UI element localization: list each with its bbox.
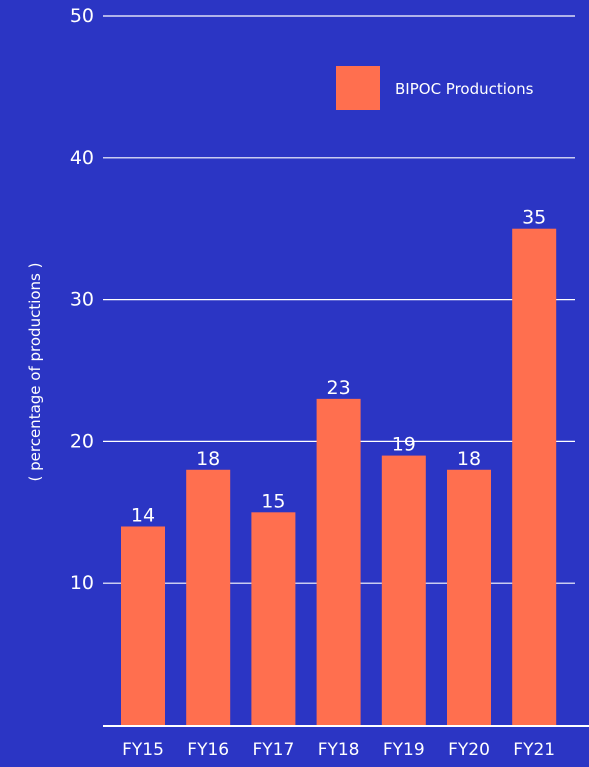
legend: BIPOC Productions	[336, 66, 534, 110]
y-axis-label: ( percentage of productions )	[26, 263, 44, 482]
data-labels: 14 18 15 23 19 18 35	[131, 207, 546, 527]
x-tick-label-fy18: FY18	[318, 740, 360, 760]
bars	[121, 228, 557, 725]
x-tick-label-fy15: FY15	[122, 740, 164, 760]
legend-label-bipoc-productions: BIPOC Productions	[395, 80, 534, 98]
data-label-fy15: 14	[131, 504, 155, 526]
x-axis-ticks: FY15 FY16 FY17 FY18 FY19 FY20 FY21	[122, 740, 555, 760]
y-tick-label-50: 50	[70, 5, 94, 27]
y-axis-ticks: 10 20 30 40 50	[70, 5, 94, 594]
data-label-fy16: 18	[196, 448, 220, 470]
bar-fy15	[121, 526, 165, 725]
bar-fy18	[316, 398, 361, 725]
y-tick-label-30: 30	[70, 289, 94, 311]
bar-fy17	[251, 512, 296, 725]
y-tick-label-40: 40	[70, 147, 94, 169]
y-tick-label-20: 20	[70, 430, 94, 452]
x-tick-label-fy21: FY21	[513, 740, 555, 760]
bar-fy20	[447, 469, 491, 725]
data-label-fy17: 15	[261, 490, 285, 512]
bar-fy16	[186, 469, 231, 725]
x-tick-label-fy20: FY20	[448, 740, 490, 760]
x-tick-label-fy19: FY19	[383, 740, 425, 760]
legend-swatch	[336, 66, 380, 110]
data-label-fy18: 23	[327, 377, 351, 399]
bar-fy19	[381, 455, 426, 725]
x-tick-label-fy16: FY16	[187, 740, 229, 760]
data-label-fy21: 35	[522, 207, 546, 229]
x-tick-label-fy17: FY17	[253, 740, 295, 760]
data-label-fy20: 18	[457, 448, 481, 470]
gridlines	[103, 15, 575, 584]
bar-fy21	[512, 228, 557, 725]
y-tick-label-10: 10	[70, 572, 94, 594]
data-label-fy19: 19	[392, 434, 416, 456]
